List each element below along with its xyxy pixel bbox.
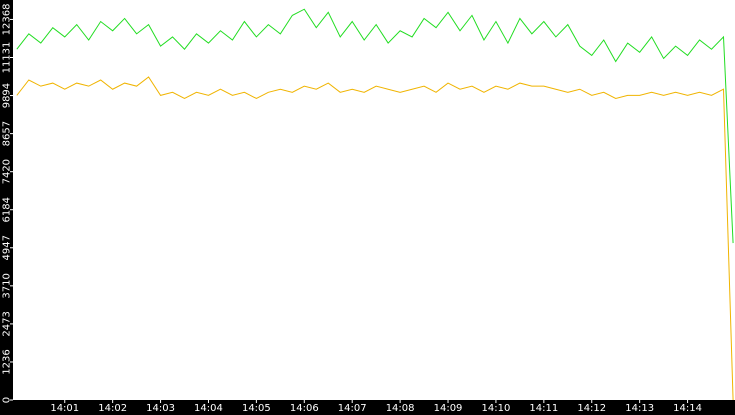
series-line (16, 76, 734, 401)
x-tick-label: 14:13 (625, 403, 654, 414)
x-tick-label: 14:02 (98, 403, 127, 414)
x-tick-label: 14:01 (50, 403, 79, 414)
y-tick-label: 7420 (2, 159, 13, 184)
x-tick-label: 14:04 (194, 403, 223, 414)
y-tick-label: 11131 (2, 42, 13, 74)
x-tick-label: 14:12 (577, 403, 606, 414)
y-axis-band (0, 0, 13, 415)
x-tick-label: 14:03 (146, 403, 175, 414)
y-tick-label: 6184 (2, 197, 13, 222)
y-tick-label: 12368 (2, 4, 13, 36)
y-tick-label: 4947 (2, 235, 13, 260)
series-line (16, 8, 734, 244)
y-tick-label: 1236 (2, 349, 13, 374)
x-tick-label: 14:09 (434, 403, 463, 414)
y-tick-label: 3710 (2, 273, 13, 298)
y-tick-label: 0 (2, 397, 13, 403)
y-tick-label: 9894 (2, 83, 13, 108)
y-tick-label: 2473 (2, 311, 13, 336)
x-tick-label: 14:14 (673, 403, 702, 414)
x-tick-label: 14:06 (290, 403, 319, 414)
x-tick-label: 14:08 (386, 403, 415, 414)
x-tick-label: 14:05 (242, 403, 271, 414)
x-tick-label: 14:11 (529, 403, 558, 414)
x-tick-label: 14:07 (338, 403, 367, 414)
x-tick-label: 14:10 (482, 403, 511, 414)
y-tick-label: 8657 (2, 121, 13, 146)
x-axis-band (0, 400, 735, 415)
